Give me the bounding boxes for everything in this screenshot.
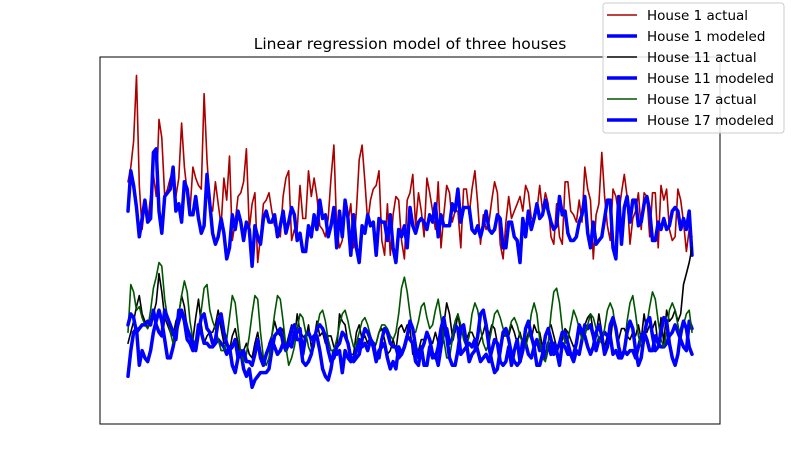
series-line-1 — [126, 147, 694, 268]
legend-label-5: House 17 modeled — [647, 113, 774, 129]
series-line-3 — [126, 308, 694, 390]
series-line-4 — [127, 261, 693, 367]
series-line-0 — [127, 74, 693, 264]
series-line-5 — [126, 308, 694, 375]
legend-label-2: House 11 actual — [647, 50, 757, 66]
legend-frame — [602, 2, 785, 134]
legend: House 1 actual House 1 modeled House 11 ac… — [602, 2, 785, 134]
plot-frame — [99, 56, 721, 425]
legend-label-1: House 1 modeled — [647, 29, 765, 45]
series-layer — [126, 74, 694, 390]
legend-label-0: House 1 actual — [647, 8, 748, 24]
chart-title: Linear regression model of three houses — [254, 35, 567, 53]
legend-label-4: House 17 actual — [647, 92, 757, 108]
legend-label-3: House 11 modeled — [647, 71, 774, 87]
